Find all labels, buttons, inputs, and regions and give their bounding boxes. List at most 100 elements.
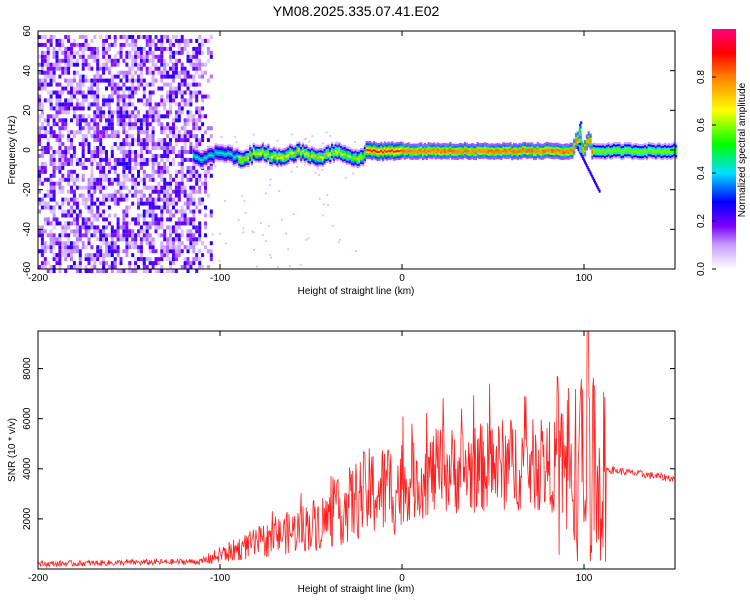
heatmap-cell	[442, 154, 445, 157]
heatmap-cell	[476, 144, 479, 147]
heatmap-cell	[119, 157, 123, 162]
heatmap-cell	[254, 144, 257, 147]
heatmap-cell	[538, 143, 541, 146]
heatmap-cell	[119, 161, 123, 166]
heatmap-cell	[491, 153, 494, 156]
heatmap-cell	[189, 114, 193, 119]
heatmap-cell	[142, 221, 146, 226]
heatmap-cell	[536, 144, 539, 147]
heatmap-cell	[151, 185, 155, 190]
heatmap-cell	[61, 225, 65, 230]
heatmap-cell	[189, 150, 193, 154]
heatmap-cell	[160, 126, 164, 131]
heatmap-cell	[280, 162, 283, 165]
heatmap-cell	[134, 245, 138, 250]
heatmap-cell	[536, 147, 539, 151]
heatmap-cell	[316, 161, 319, 164]
heatmap-cell	[620, 154, 623, 157]
heatmap-cell	[214, 155, 217, 158]
heatmap-cell	[260, 148, 263, 151]
heatmap-cell	[611, 152, 614, 156]
heatmap-cell	[157, 185, 161, 190]
heatmap-cell	[223, 149, 226, 152]
heatmap-cell	[38, 197, 41, 202]
heatmap-cell	[137, 130, 140, 135]
heatmap-cell	[180, 221, 184, 226]
heatmap-cell	[55, 181, 59, 186]
heatmap-cell	[240, 162, 243, 165]
heatmap-cell	[314, 162, 317, 165]
heatmap-cell	[90, 209, 94, 214]
heatmap-cell	[454, 153, 457, 156]
heatmap-cell	[483, 148, 487, 151]
heatmap-cell	[78, 35, 82, 39]
heatmap-cell	[292, 157, 295, 160]
heatmap-cell	[223, 147, 226, 150]
heatmap-cell	[134, 118, 138, 123]
heatmap-cell	[198, 261, 202, 266]
heatmap-cell	[107, 161, 111, 166]
heatmap-cell	[113, 161, 117, 166]
heatmap-cell	[64, 126, 68, 131]
heatmap-cell	[247, 162, 250, 165]
heatmap-cell	[629, 150, 632, 153]
heatmap-cell	[102, 126, 106, 131]
heatmap-cell	[662, 143, 665, 146]
heatmap-cell	[594, 180, 596, 184]
heatmap-cell	[416, 143, 419, 146]
heatmap-cell	[385, 158, 388, 161]
heatmap-cell	[560, 145, 563, 148]
heatmap-cell	[113, 233, 117, 238]
heatmap-cell	[137, 221, 140, 226]
heatmap-cell	[183, 173, 187, 178]
heatmap-cell	[358, 151, 361, 154]
heatmap-cell	[180, 150, 184, 154]
heatmap-cell	[289, 151, 292, 154]
heatmap-cell	[201, 152, 204, 155]
heatmap-cell	[139, 253, 143, 258]
heatmap-cell	[287, 145, 290, 148]
heatmap-cell	[320, 158, 323, 161]
heatmap-cell	[516, 158, 519, 161]
heatmap-cell	[160, 185, 164, 190]
heatmap-cell	[169, 130, 172, 135]
heatmap-cell	[134, 138, 138, 143]
heatmap-cell	[458, 145, 461, 148]
y-tick-label: 20	[22, 104, 33, 116]
heatmap-cell	[378, 152, 381, 155]
heatmap-cell	[392, 152, 396, 155]
heatmap-cell	[157, 261, 161, 266]
heatmap-cell	[64, 58, 68, 63]
heatmap-cell	[209, 161, 212, 164]
heatmap-cell	[157, 66, 161, 71]
heatmap-cell	[172, 201, 175, 206]
heatmap-cell	[107, 193, 111, 198]
heatmap-cell	[122, 106, 126, 111]
heatmap-cell	[107, 98, 111, 103]
heatmap-cell	[125, 50, 129, 55]
heatmap-cell	[67, 82, 71, 87]
heatmap-cell	[343, 158, 346, 161]
heatmap-cell	[332, 146, 335, 149]
heatmap-cell	[110, 177, 114, 182]
heatmap-cell	[38, 86, 41, 91]
heatmap-cell	[174, 249, 178, 254]
heatmap-cell	[340, 143, 343, 146]
heatmap-cell	[565, 157, 568, 160]
heatmap-cell	[142, 177, 146, 182]
heatmap-cell	[427, 142, 430, 145]
heatmap-cell	[186, 177, 190, 182]
heatmap-cell	[327, 203, 330, 206]
heatmap-cell	[204, 189, 207, 194]
heatmap-cell	[238, 161, 241, 164]
heatmap-cell	[431, 155, 434, 158]
heatmap-cell	[183, 118, 187, 123]
heatmap-cell	[43, 261, 47, 266]
heatmap-cell	[102, 173, 106, 178]
heatmap-cell	[107, 94, 111, 99]
heatmap-cell	[110, 265, 114, 269]
heatmap-cell	[431, 157, 434, 160]
heatmap-cell	[656, 146, 659, 149]
heatmap-cell	[636, 155, 639, 158]
heatmap-cell	[206, 169, 210, 174]
